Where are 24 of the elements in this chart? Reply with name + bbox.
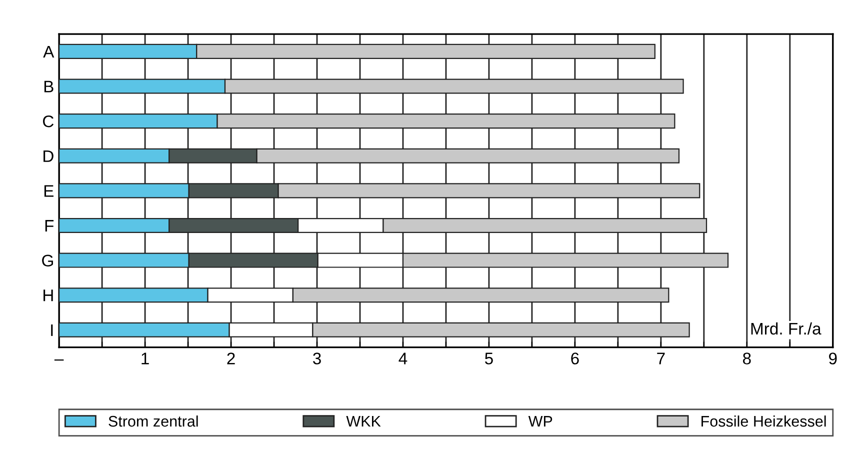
y-tick-label: I	[51, 324, 53, 336]
legend-label: WKK	[346, 416, 381, 427]
x-tick-label: 2	[227, 352, 235, 364]
y-tick-label: B	[44, 80, 54, 92]
y-tick-label: H	[44, 290, 53, 302]
x-tick-label: 7	[657, 352, 665, 364]
x-tick-label: 9	[829, 352, 837, 364]
y-tick-label: C	[43, 115, 54, 128]
x-tick-label: 3	[313, 352, 321, 364]
legend-label: Fossile Heizkessel	[702, 415, 826, 427]
x-tick-label: 8	[742, 352, 751, 364]
x-tick-label: 1	[142, 352, 149, 364]
y-tick-label: A	[43, 46, 54, 58]
y-tick-label: E	[44, 185, 54, 197]
y-tick-label: G	[42, 254, 53, 266]
legend-label: WP	[528, 416, 552, 427]
x-tick-label: 4	[398, 352, 408, 364]
x-tick-label: 6	[571, 352, 579, 364]
x-tick-label: 5	[485, 352, 493, 364]
y-tick-label: D	[44, 150, 54, 162]
annotation: Mrd. Fr./a	[751, 322, 822, 335]
y-tick-label: F	[45, 220, 54, 232]
legend-label: Strom zentral	[108, 415, 198, 427]
x-tick-label: –	[54, 359, 64, 361]
